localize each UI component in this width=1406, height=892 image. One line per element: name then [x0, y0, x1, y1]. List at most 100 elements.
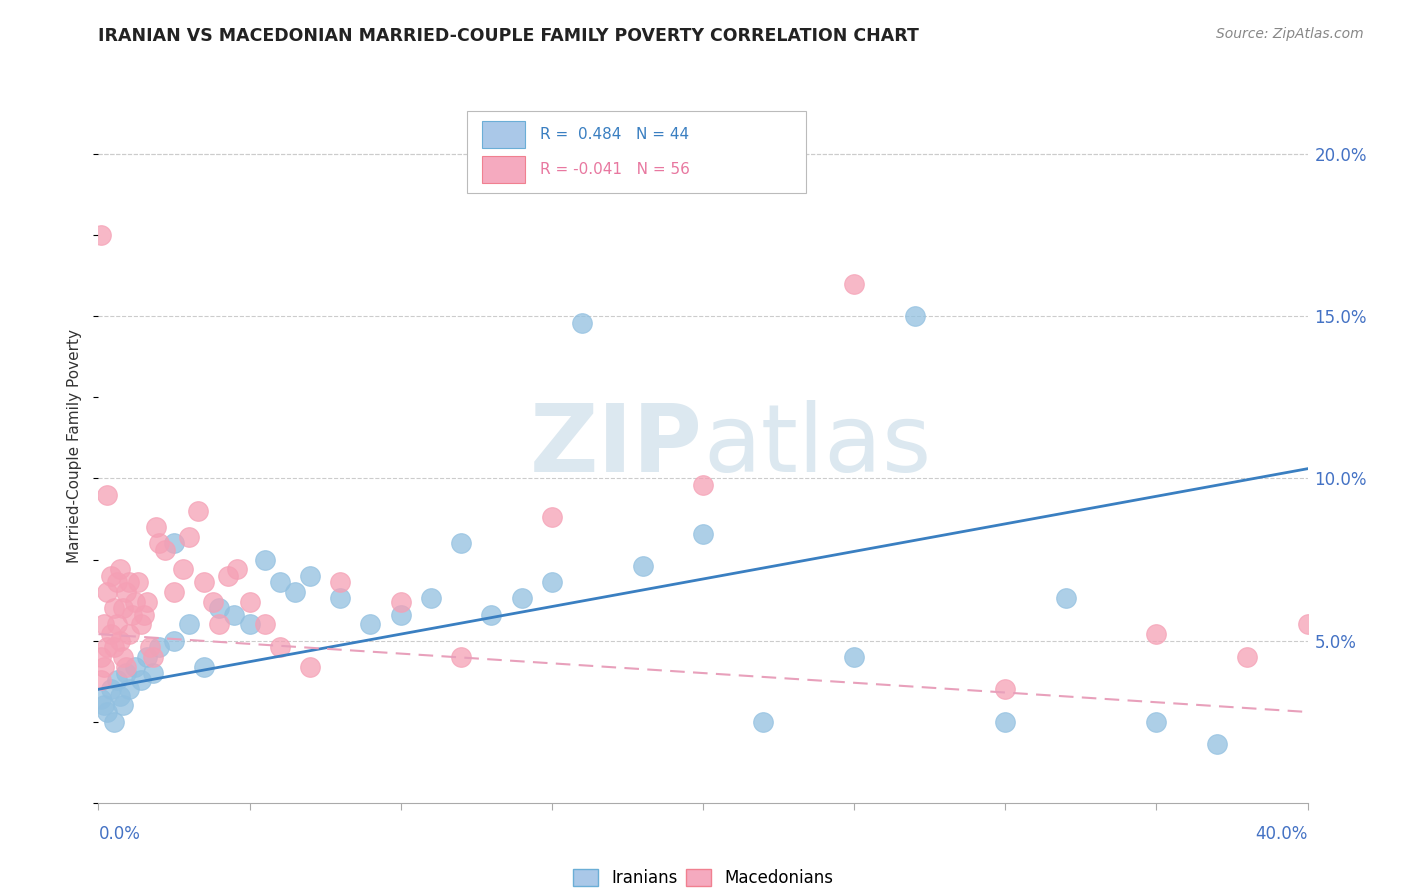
Point [127, 575, 149, 590]
Point [142, 649, 165, 664]
Point [208, 617, 231, 632]
Point [202, 595, 225, 609]
Point [269, 640, 291, 654]
Point [135, 595, 157, 609]
Point [360, 617, 382, 632]
Point [299, 568, 322, 582]
Point [193, 659, 215, 673]
Point [100, 682, 122, 697]
Legend: Iranians, Macedonians: Iranians, Macedonians [572, 869, 834, 888]
Y-axis label: Married-Couple Family Poverty: Married-Couple Family Poverty [67, 329, 83, 563]
Point [329, 575, 352, 590]
Point [1206, 738, 1229, 752]
Point [108, 633, 131, 648]
Point [193, 575, 215, 590]
Point [96, 640, 118, 654]
Point [90, 649, 112, 664]
Point [103, 714, 125, 729]
Point [108, 562, 131, 576]
Point [510, 591, 533, 606]
Point [994, 714, 1017, 729]
Point [90, 228, 112, 243]
Point [571, 316, 593, 330]
Point [148, 640, 170, 654]
Point [1296, 617, 1319, 632]
Point [217, 568, 239, 582]
Point [108, 689, 131, 703]
Point [145, 520, 167, 534]
Point [93, 659, 115, 673]
Point [90, 673, 112, 687]
Point [1236, 649, 1258, 664]
Text: R = -0.041   N = 56: R = -0.041 N = 56 [540, 161, 689, 177]
Point [253, 617, 276, 632]
Point [135, 649, 157, 664]
Point [226, 562, 249, 576]
Point [103, 601, 125, 615]
Point [329, 591, 352, 606]
Point [96, 488, 118, 502]
Point [148, 536, 170, 550]
Point [124, 659, 146, 673]
Point [129, 673, 152, 687]
Point [118, 627, 141, 641]
FancyBboxPatch shape [482, 121, 526, 148]
Point [139, 640, 162, 654]
Point [224, 607, 246, 622]
Point [96, 705, 118, 719]
Point [1144, 627, 1167, 641]
Point [142, 666, 165, 681]
Point [389, 607, 412, 622]
Text: 40.0%: 40.0% [1256, 825, 1308, 843]
Text: R =  0.484   N = 44: R = 0.484 N = 44 [540, 128, 689, 143]
Point [1054, 591, 1077, 606]
Point [540, 575, 562, 590]
Point [172, 562, 194, 576]
Point [105, 617, 128, 632]
Point [96, 585, 118, 599]
Point [129, 617, 152, 632]
Point [111, 601, 134, 615]
Point [187, 504, 209, 518]
Point [239, 595, 262, 609]
Point [114, 666, 136, 681]
Point [163, 585, 186, 599]
Point [692, 478, 714, 492]
Point [90, 692, 112, 706]
Point [253, 552, 276, 566]
Point [100, 627, 122, 641]
Text: 0.0%: 0.0% [98, 825, 141, 843]
Point [121, 607, 143, 622]
Point [179, 530, 201, 544]
Point [208, 601, 231, 615]
Point [179, 617, 201, 632]
Text: atlas: atlas [703, 400, 931, 492]
Point [844, 277, 866, 291]
Point [299, 659, 322, 673]
Point [844, 649, 866, 664]
Point [420, 591, 443, 606]
Point [450, 536, 472, 550]
Point [994, 682, 1017, 697]
FancyBboxPatch shape [482, 155, 526, 183]
Point [692, 526, 714, 541]
Point [114, 585, 136, 599]
Point [124, 595, 146, 609]
FancyBboxPatch shape [467, 111, 806, 193]
Point [103, 640, 125, 654]
Point [389, 595, 412, 609]
Point [239, 617, 262, 632]
Point [153, 542, 176, 557]
Point [105, 575, 128, 590]
Point [163, 536, 186, 550]
Point [111, 698, 134, 713]
Point [163, 633, 186, 648]
Point [118, 575, 141, 590]
Point [752, 714, 775, 729]
Point [540, 510, 562, 524]
Point [631, 559, 654, 574]
Point [450, 649, 472, 664]
Point [93, 617, 115, 632]
Point [93, 698, 115, 713]
Text: Source: ZipAtlas.com: Source: ZipAtlas.com [1216, 27, 1364, 41]
